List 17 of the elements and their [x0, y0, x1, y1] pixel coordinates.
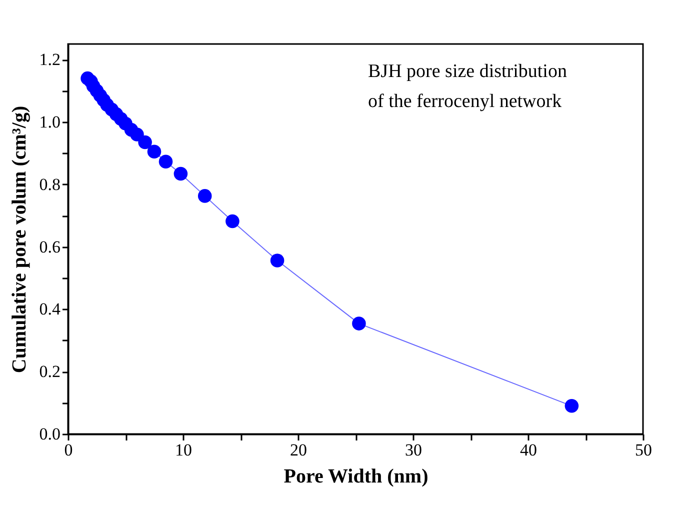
y-tick-label: 0.4 — [39, 300, 61, 319]
x-tick-label: 0 — [64, 440, 73, 460]
annotation: of the ferrocenyl network — [368, 91, 562, 112]
x-tick-label: 10 — [175, 440, 192, 460]
y-axis-title: Cumulative pore volum (cm³/g) — [8, 106, 30, 374]
y-tick-label: 0.2 — [39, 362, 60, 382]
y-tick-label: 1.0 — [39, 112, 60, 132]
annotation: BJH pore size distribution — [368, 61, 568, 82]
y-tick-label: 0.6 — [39, 237, 60, 256]
x-tick-label: 30 — [405, 440, 422, 460]
y-tick-label: 0.0 — [39, 424, 60, 444]
y-tick-label: 0.8 — [39, 174, 60, 194]
y-tick-label: 1.2 — [39, 50, 60, 70]
x-tick-label: 20 — [290, 440, 307, 460]
x-axis-title: Pore Width (nm) — [284, 466, 428, 488]
x-tick-label: 40 — [520, 440, 537, 460]
x-tick-label: 50 — [635, 440, 652, 460]
